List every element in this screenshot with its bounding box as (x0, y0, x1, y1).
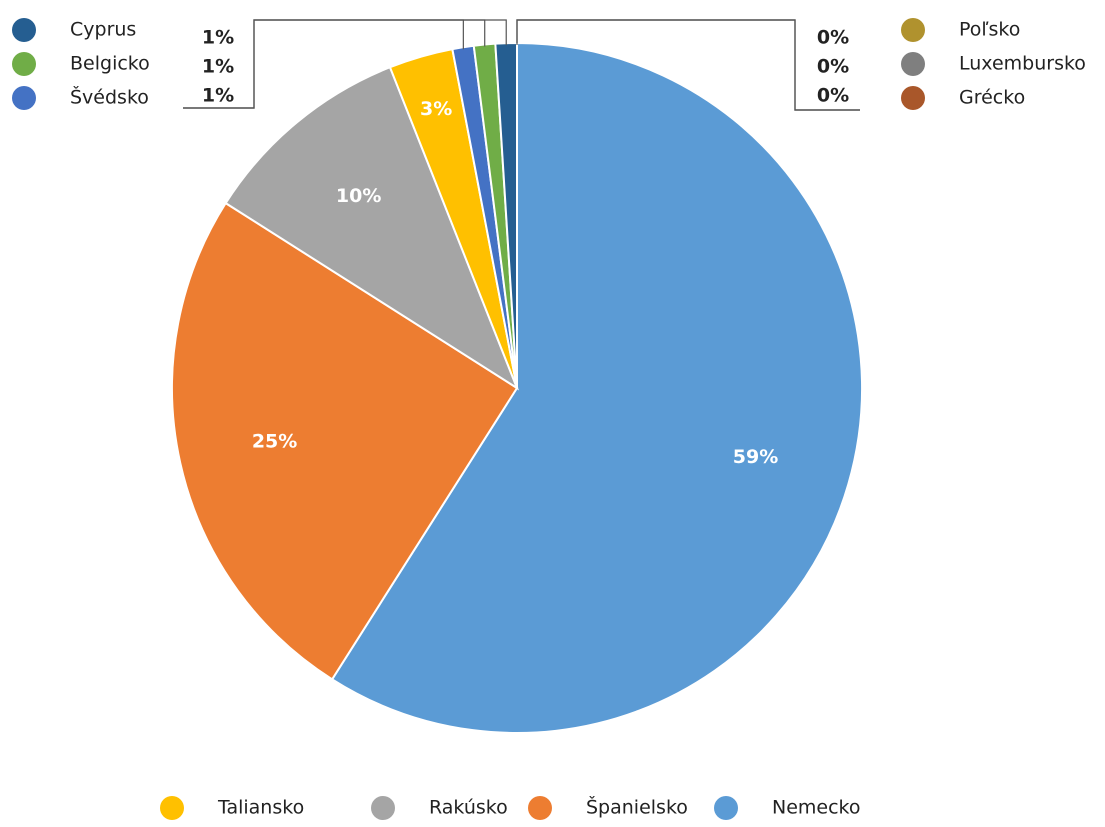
leader-line (516, 19, 860, 111)
legend-label: Belgicko (70, 53, 150, 75)
pie-slice (224, 65, 520, 391)
legend-label: Španielsko (586, 795, 688, 819)
pie-slice (330, 41, 863, 734)
value-label: 0% (817, 27, 849, 49)
legend-label: Nemecko (772, 797, 861, 819)
legend-swatch (901, 18, 925, 42)
legend-swatch (12, 52, 36, 76)
pie-slice (171, 201, 519, 681)
value-label: 0% (817, 56, 849, 78)
legend-label: Švédsko (70, 85, 149, 109)
legend-swatch (901, 52, 925, 76)
leader-line (183, 19, 507, 109)
value-label: 10% (336, 185, 381, 207)
legend-swatch (714, 796, 738, 820)
legend-swatch (160, 796, 184, 820)
value-label: 59% (733, 446, 778, 468)
value-label: 1% (202, 85, 234, 107)
legend-swatch (12, 18, 36, 42)
legend-swatch (12, 86, 36, 110)
legend-label: Poľsko (959, 19, 1020, 41)
value-label: 25% (252, 431, 297, 453)
value-label: 0% (817, 85, 849, 107)
legend-swatch (528, 796, 552, 820)
value-label: 3% (420, 98, 452, 120)
legend-label: Taliansko (217, 797, 304, 819)
legend-label: Rakúsko (429, 797, 508, 819)
legend-swatch (371, 796, 395, 820)
legend-label: Cyprus (70, 19, 136, 41)
value-label: 1% (202, 56, 234, 78)
legend-swatch (901, 86, 925, 110)
value-label: 1% (202, 27, 234, 49)
legend-label: Luxembursko (959, 53, 1086, 75)
legend-label: Grécko (959, 87, 1025, 109)
